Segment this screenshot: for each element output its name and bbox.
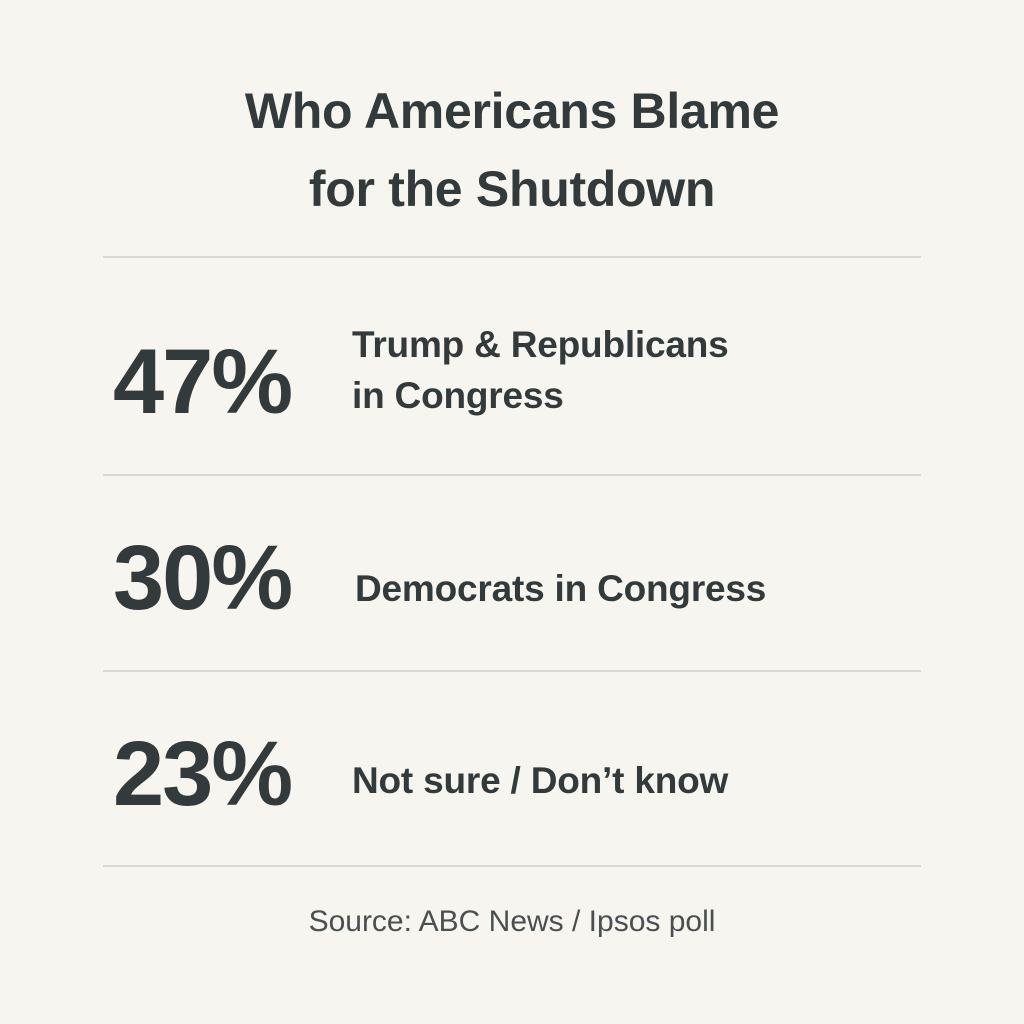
row-label-trump-republicans: Trump & Republicans in Congress <box>352 319 729 421</box>
divider-1 <box>103 474 921 476</box>
row-label-not-sure: Not sure / Don’t know <box>352 755 728 806</box>
row-label-democrats: Democrats in Congress <box>355 563 766 614</box>
source-note: Source: ABC News / Ipsos poll <box>308 905 716 938</box>
divider-2 <box>103 670 921 672</box>
row-label-line: Not sure / Don’t know <box>352 760 729 801</box>
row-value-democrats: 30% <box>113 527 293 629</box>
row-label-line: in Congress <box>352 375 564 416</box>
chart-title-line-2: for the Shutdown <box>308 161 716 217</box>
chart-title-line-1: Who Americans Blame <box>244 83 780 139</box>
row-value-not-sure: 23% <box>113 723 293 825</box>
divider-top <box>103 256 921 258</box>
row-value-trump-republicans: 47% <box>113 331 293 433</box>
divider-bottom <box>103 865 921 867</box>
chart-title: Who Americans Blame for the Shutdown <box>0 72 1024 228</box>
row-label-line: Democrats in Congress <box>355 568 767 609</box>
row-label-line: Trump & Republicans <box>352 324 729 365</box>
